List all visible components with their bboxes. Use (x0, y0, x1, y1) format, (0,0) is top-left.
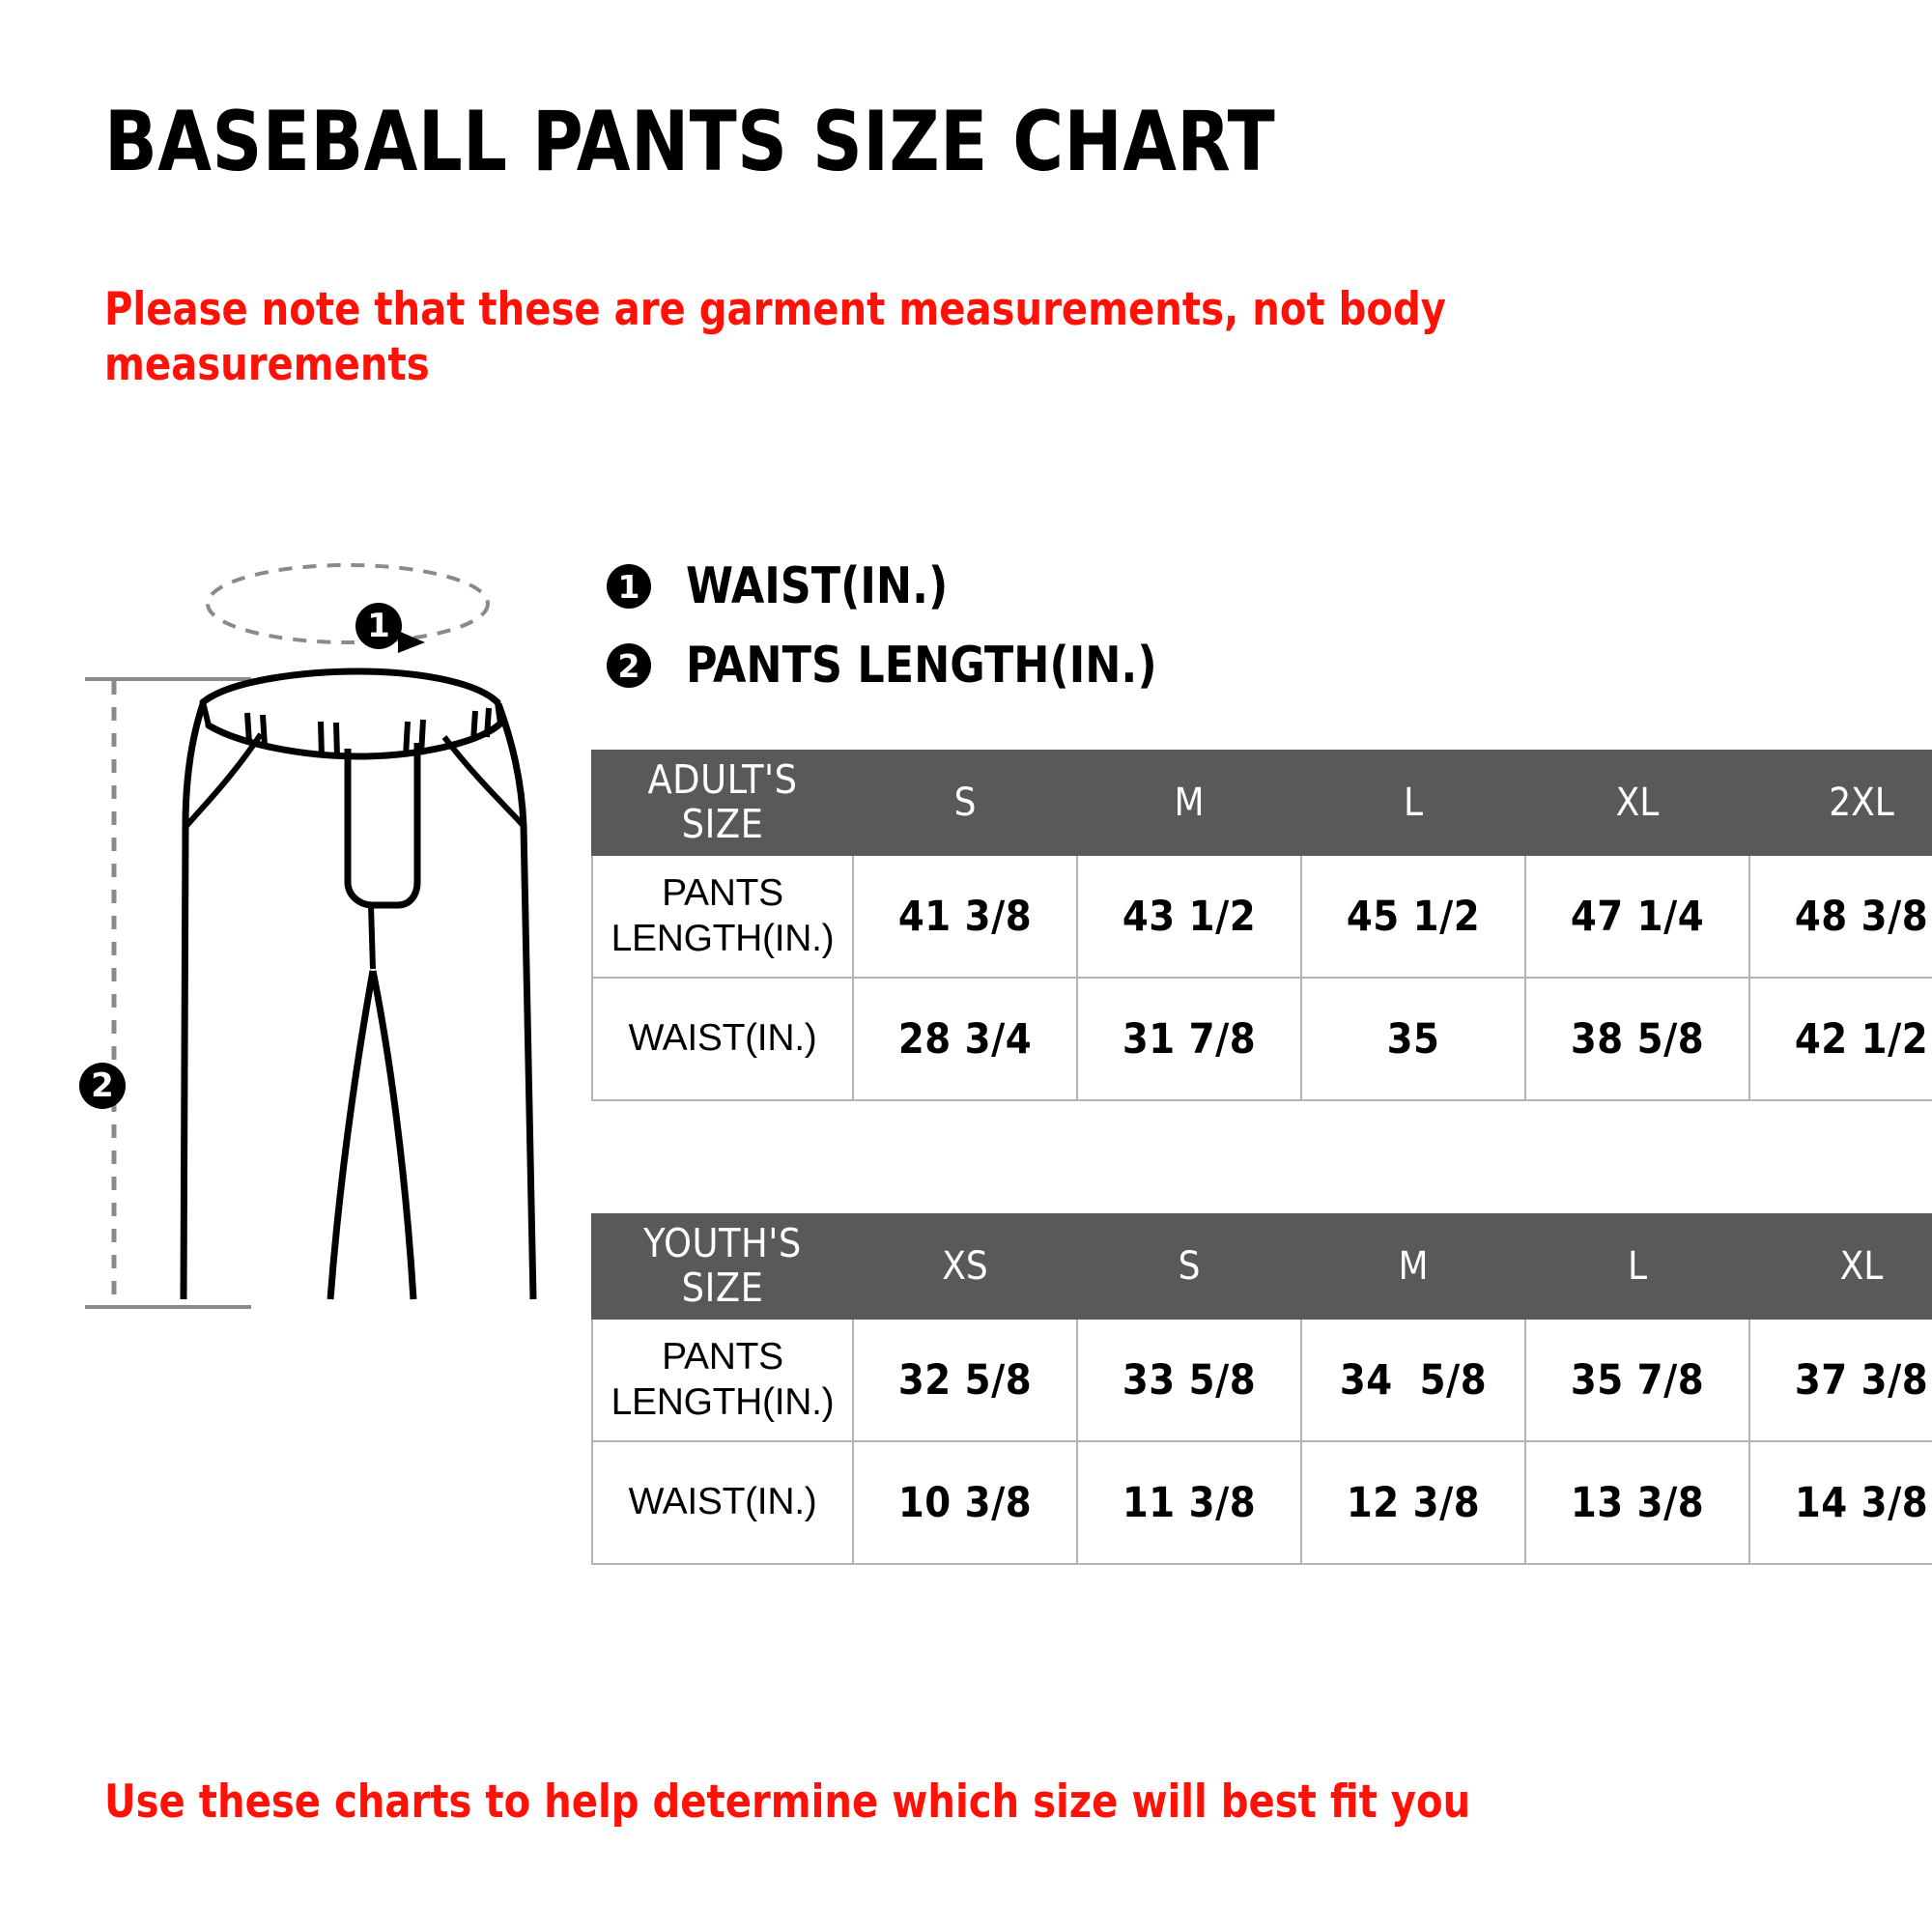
youth-size-table: YOUTH'S SIZE XS S M L XL PANTS LENGTH(IN… (591, 1213, 1932, 1565)
youth-corner-header-line1: YOUTH'S (643, 1220, 802, 1267)
youth-waist-l: 13 3/8 (1524, 1440, 1750, 1565)
left-hip-outline (180, 702, 207, 1300)
adult-corner-header-line2: SIZE (681, 801, 764, 847)
belt-loop-6 (418, 719, 426, 755)
fly-flap (344, 743, 421, 909)
belt-loop-7 (470, 710, 478, 742)
youth-size-col-xs: XS (852, 1213, 1078, 1320)
adult-pants-length-m: 43 1/2 (1076, 854, 1302, 979)
youth-size-col-l: L (1524, 1213, 1750, 1320)
sizing-help-note: Use these charts to help determine which… (104, 1776, 1471, 1829)
adult-waist-2xl: 42 1/2 (1748, 977, 1932, 1101)
adult-row-label-pants-length-line1: PANTS (662, 872, 783, 915)
youth-corner-header: YOUTH'S SIZE (591, 1213, 854, 1320)
belt-loop-8 (484, 707, 492, 738)
adult-row-label-pants-length: PANTS LENGTH(IN.) (591, 854, 854, 979)
adult-size-col-m: M (1076, 750, 1302, 856)
table-row: PANTS LENGTH(IN.) 32 5/8 33 5/8 34 5/8 3… (591, 1318, 1932, 1442)
adult-row-label-waist-line1: WAIST(IN.) (628, 1017, 817, 1060)
waist-arrow-head (398, 631, 425, 653)
youth-row-label-pants-length-line1: PANTS (662, 1336, 783, 1378)
table-row: PANTS LENGTH(IN.) 41 3/8 43 1/2 45 1/2 4… (591, 854, 1932, 979)
youth-size-col-s: S (1076, 1213, 1302, 1320)
adult-pants-length-s: 41 3/8 (852, 854, 1078, 979)
youth-row-label-pants-length: PANTS LENGTH(IN.) (591, 1318, 854, 1442)
youth-size-col-m: M (1300, 1213, 1526, 1320)
belt-loop-5 (403, 721, 411, 757)
adult-size-col-s: S (852, 750, 1078, 856)
waistband-top (199, 668, 501, 706)
adult-size-col-2xl: 2XL (1748, 750, 1932, 856)
youth-row-label-waist: WAIST(IN.) (591, 1440, 854, 1565)
adult-waist-l: 35 (1300, 977, 1526, 1101)
adult-row-label-waist: WAIST(IN.) (591, 977, 854, 1101)
diagram-length-marker: 2 (79, 1063, 126, 1109)
legend-label-waist: WAIST(IN.) (686, 557, 949, 615)
youth-pants-length-l: 35 7/8 (1524, 1318, 1750, 1442)
youth-row-label-waist-line1: WAIST(IN.) (628, 1481, 817, 1523)
youth-row-label-pants-length-line2: LENGTH(IN.) (611, 1380, 835, 1423)
legend-label-pants-length: PANTS LENGTH(IN.) (686, 637, 1157, 695)
adult-row-label-pants-length-line2: LENGTH(IN.) (611, 917, 835, 959)
adult-corner-header-line1: ADULT'S (647, 756, 798, 804)
youth-pants-length-m: 34 5/8 (1300, 1318, 1526, 1442)
youth-pants-length-s: 33 5/8 (1076, 1318, 1302, 1442)
youth-waist-xs: 10 3/8 (852, 1440, 1078, 1565)
pants-illustration (58, 536, 541, 1357)
belt-loop-4 (333, 722, 340, 758)
youth-size-col-xl: XL (1748, 1213, 1932, 1320)
legend-marker-2-icon: 2 (607, 643, 651, 688)
table-header-row: YOUTH'S SIZE XS S M L XL (591, 1213, 1932, 1320)
adult-waist-s: 28 3/4 (852, 977, 1078, 1101)
right-hip-outline (495, 702, 537, 1300)
adult-pants-length-l: 45 1/2 (1300, 854, 1526, 979)
belt-loop-3 (318, 721, 325, 757)
garment-measurement-note: Please note that these are garment measu… (104, 283, 1446, 392)
legend-marker-1-icon: 1 (607, 564, 651, 609)
measurement-legend: 1 WAIST(IN.) 2 PANTS LENGTH(IN.) (607, 547, 1181, 705)
youth-waist-xl: 14 3/8 (1748, 1440, 1932, 1565)
adult-waist-m: 31 7/8 (1076, 977, 1302, 1101)
right-pocket-seam (441, 735, 526, 828)
table-row: WAIST(IN.) 28 3/4 31 7/8 35 38 5/8 42 1/… (591, 977, 1932, 1101)
adult-waist-xl: 38 5/8 (1524, 977, 1750, 1101)
youth-pants-length-xs: 32 5/8 (852, 1318, 1078, 1442)
youth-waist-s: 11 3/8 (1076, 1440, 1302, 1565)
left-inseam (327, 970, 377, 1300)
page-title: BASEBALL PANTS SIZE CHART (104, 94, 1276, 190)
adult-pants-length-2xl: 48 3/8 (1748, 854, 1932, 979)
crotch-seam (368, 904, 376, 970)
adult-pants-length-xl: 47 1/4 (1524, 854, 1750, 979)
adult-size-col-xl: XL (1524, 750, 1750, 856)
waist-ellipse-guide (206, 563, 490, 644)
adult-size-table: ADULT'S SIZE S M L XL 2XL PANTS LENGTH(I… (591, 750, 1932, 1101)
belt-loop-1 (244, 712, 252, 744)
legend-item-pants-length: 2 PANTS LENGTH(IN.) (607, 626, 1181, 705)
adult-corner-header: ADULT'S SIZE (591, 750, 854, 856)
belt-loop-2 (260, 714, 268, 747)
legend-item-waist: 1 WAIST(IN.) (607, 547, 1181, 626)
right-inseam (369, 970, 417, 1300)
youth-pants-length-xl: 37 3/8 (1748, 1318, 1932, 1442)
table-header-row: ADULT'S SIZE S M L XL 2XL (591, 750, 1932, 856)
adult-size-col-l: L (1300, 750, 1526, 856)
table-row: WAIST(IN.) 10 3/8 11 3/8 12 3/8 13 3/8 1… (591, 1440, 1932, 1565)
youth-corner-header-line2: SIZE (681, 1264, 764, 1311)
left-pocket-seam (184, 732, 264, 828)
youth-waist-m: 12 3/8 (1300, 1440, 1526, 1565)
diagram-waist-marker: 1 (355, 603, 402, 649)
